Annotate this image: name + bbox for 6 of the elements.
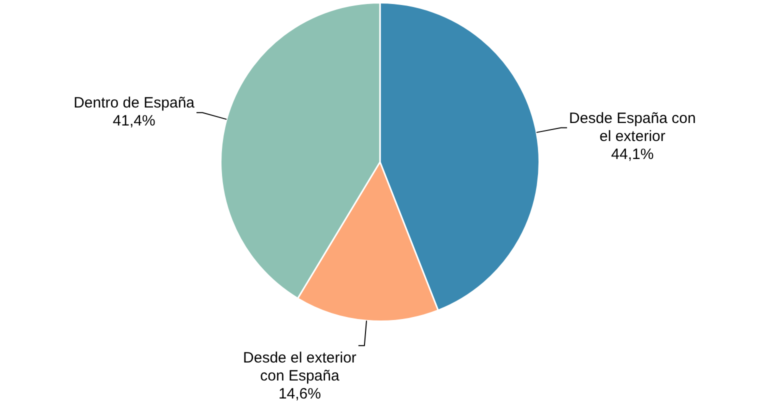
slice-label: Dentro de España <box>74 94 196 112</box>
data-label: 44,1% <box>611 146 654 163</box>
slice-label: Desde España con el exterior <box>569 110 696 145</box>
data-label: 14,6% <box>278 386 321 403</box>
data-label: 41,4% <box>112 112 156 130</box>
slice-label: Desde el exterior con España <box>243 350 356 385</box>
